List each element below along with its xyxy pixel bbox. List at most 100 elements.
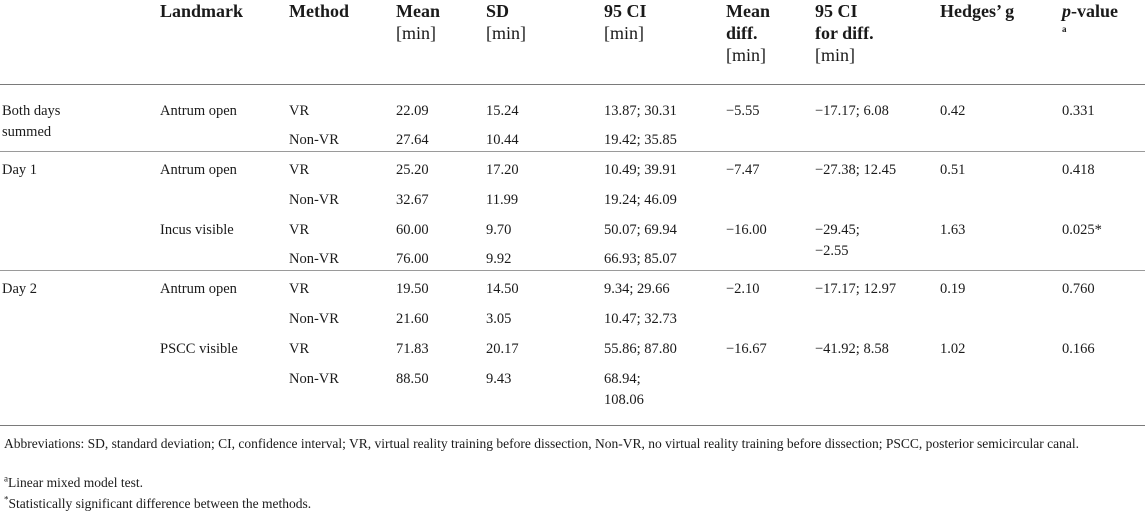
method-cell: VR xyxy=(289,281,310,297)
sd-cell: 3.05 xyxy=(486,311,512,327)
mean-cell: 60.00 xyxy=(396,222,429,238)
group-rule xyxy=(0,270,1145,271)
ci-cell: 68.94; xyxy=(604,371,641,387)
hedges-cell: 1.02 xyxy=(940,341,966,357)
sd-cell: 9.92 xyxy=(486,251,512,267)
header-hedges: Hedges’ g xyxy=(940,1,1015,21)
sd-cell: 9.43 xyxy=(486,371,512,387)
header-sd: SD xyxy=(486,1,510,21)
header-sd-unit: [min] xyxy=(486,23,526,43)
mean-diff-cell: −5.55 xyxy=(726,103,760,119)
header-ci-diff: 95 CI xyxy=(815,1,858,21)
landmark-cell: Antrum open xyxy=(160,103,237,119)
ci-cell: 55.86; 87.80 xyxy=(604,341,677,357)
ci-cell: 19.24; 46.09 xyxy=(604,192,677,208)
sd-cell: 15.24 xyxy=(486,103,519,119)
method-cell: VR xyxy=(289,103,310,119)
mean-cell: 22.09 xyxy=(396,103,429,119)
sd-cell: 20.17 xyxy=(486,341,519,357)
ci-diff-cell: −29.45; xyxy=(815,222,860,238)
ci-cell: 50.07; 69.94 xyxy=(604,222,677,238)
footnote-star-mark: * xyxy=(4,494,9,505)
ci-diff-cell: −17.17; 6.08 xyxy=(815,103,889,119)
sd-cell: 10.44 xyxy=(486,132,519,148)
header-mean: Mean xyxy=(396,1,440,21)
ci-cell-line2: 108.06 xyxy=(604,392,644,408)
method-cell: VR xyxy=(289,162,310,178)
group-label: Day 1 xyxy=(2,162,38,178)
abbreviations-note: Abbreviations: SD, standard deviation; C… xyxy=(4,436,1079,451)
sd-cell: 17.20 xyxy=(486,162,519,178)
pvalue-cell: 0.331 xyxy=(1062,103,1095,119)
ci-cell: 10.47; 32.73 xyxy=(604,311,677,327)
group-rule xyxy=(0,151,1145,152)
group-label: Both days xyxy=(2,103,61,119)
header-ci: 95 CI xyxy=(604,1,647,21)
table-bottom-rule xyxy=(0,425,1145,426)
mean-diff-cell: −2.10 xyxy=(726,281,760,297)
method-cell: Non-VR xyxy=(289,251,339,267)
ci-diff-cell: −17.17; 12.97 xyxy=(815,281,897,297)
ci-cell: 19.42; 35.85 xyxy=(604,132,677,148)
ci-diff-cell: −41.92; 8.58 xyxy=(815,341,889,357)
ci-diff-cell-line2: −2.55 xyxy=(815,243,849,259)
footnote-a: aLinear mixed model test. xyxy=(4,473,1134,492)
hedges-cell: 0.51 xyxy=(940,162,966,178)
ci-cell: 9.34; 29.66 xyxy=(604,281,670,297)
method-cell: VR xyxy=(289,222,310,238)
mean-diff-cell: −7.47 xyxy=(726,162,760,178)
method-cell: Non-VR xyxy=(289,311,339,327)
mean-cell: 32.67 xyxy=(396,192,429,208)
pvalue-cell: 0.760 xyxy=(1062,281,1095,297)
mean-cell: 25.20 xyxy=(396,162,429,178)
header-mean-diff-unit: [min] xyxy=(726,45,766,65)
mean-diff-cell: −16.67 xyxy=(726,341,767,357)
footnote-star: *Statistically significant difference be… xyxy=(4,494,1134,513)
mean-cell: 71.83 xyxy=(396,341,429,357)
group-label-line2: summed xyxy=(2,124,52,140)
pvalue-cell: 0.025* xyxy=(1062,222,1102,238)
header-pvalue-sup: a xyxy=(1062,24,1067,34)
ci-cell: 10.49; 39.91 xyxy=(604,162,677,178)
landmark-cell: Antrum open xyxy=(160,281,237,297)
ci-cell: 13.87; 30.31 xyxy=(604,103,677,119)
mean-cell: 19.50 xyxy=(396,281,429,297)
hedges-cell: 0.42 xyxy=(940,103,966,119)
mean-cell: 21.60 xyxy=(396,311,429,327)
header-pvalue-rest: -value xyxy=(1071,1,1118,21)
sd-cell: 11.99 xyxy=(486,192,519,208)
header-mean-diff-2: diff. xyxy=(726,23,758,43)
sd-cell: 14.50 xyxy=(486,281,519,297)
pvalue-cell: 0.418 xyxy=(1062,162,1095,178)
header-mean-diff: Mean xyxy=(726,1,770,21)
footnote-a-mark: a xyxy=(4,473,8,484)
landmark-cell: Antrum open xyxy=(160,162,237,178)
method-cell: Non-VR xyxy=(289,371,339,387)
header-rule xyxy=(0,84,1145,85)
header-method: Method xyxy=(289,1,349,21)
header-ci-unit: [min] xyxy=(604,23,644,43)
mean-cell: 88.50 xyxy=(396,371,429,387)
pvalue-cell: 0.166 xyxy=(1062,341,1095,357)
sd-cell: 9.70 xyxy=(486,222,512,238)
mean-cell: 76.00 xyxy=(396,251,429,267)
landmark-cell: PSCC visible xyxy=(160,341,238,357)
header-landmark: Landmark xyxy=(160,1,244,21)
hedges-cell: 0.19 xyxy=(940,281,966,297)
header-pvalue-p: p xyxy=(1062,1,1071,21)
method-cell: VR xyxy=(289,341,310,357)
method-cell: Non-VR xyxy=(289,192,339,208)
header-ci-diff-2: for diff. xyxy=(815,23,874,43)
header-ci-diff-unit: [min] xyxy=(815,45,855,65)
ci-diff-cell: −27.38; 12.45 xyxy=(815,162,897,178)
mean-diff-cell: −16.00 xyxy=(726,222,767,238)
ci-cell: 66.93; 85.07 xyxy=(604,251,677,267)
hedges-cell: 1.63 xyxy=(940,222,966,238)
method-cell: Non-VR xyxy=(289,132,339,148)
header-mean-unit: [min] xyxy=(396,23,436,43)
mean-cell: 27.64 xyxy=(396,132,429,148)
footnote-star-text: Statistically significant difference bet… xyxy=(8,496,312,511)
footnote-a-text: Linear mixed model test. xyxy=(8,475,143,490)
landmark-cell: Incus visible xyxy=(160,222,234,238)
group-label: Day 2 xyxy=(2,281,38,297)
